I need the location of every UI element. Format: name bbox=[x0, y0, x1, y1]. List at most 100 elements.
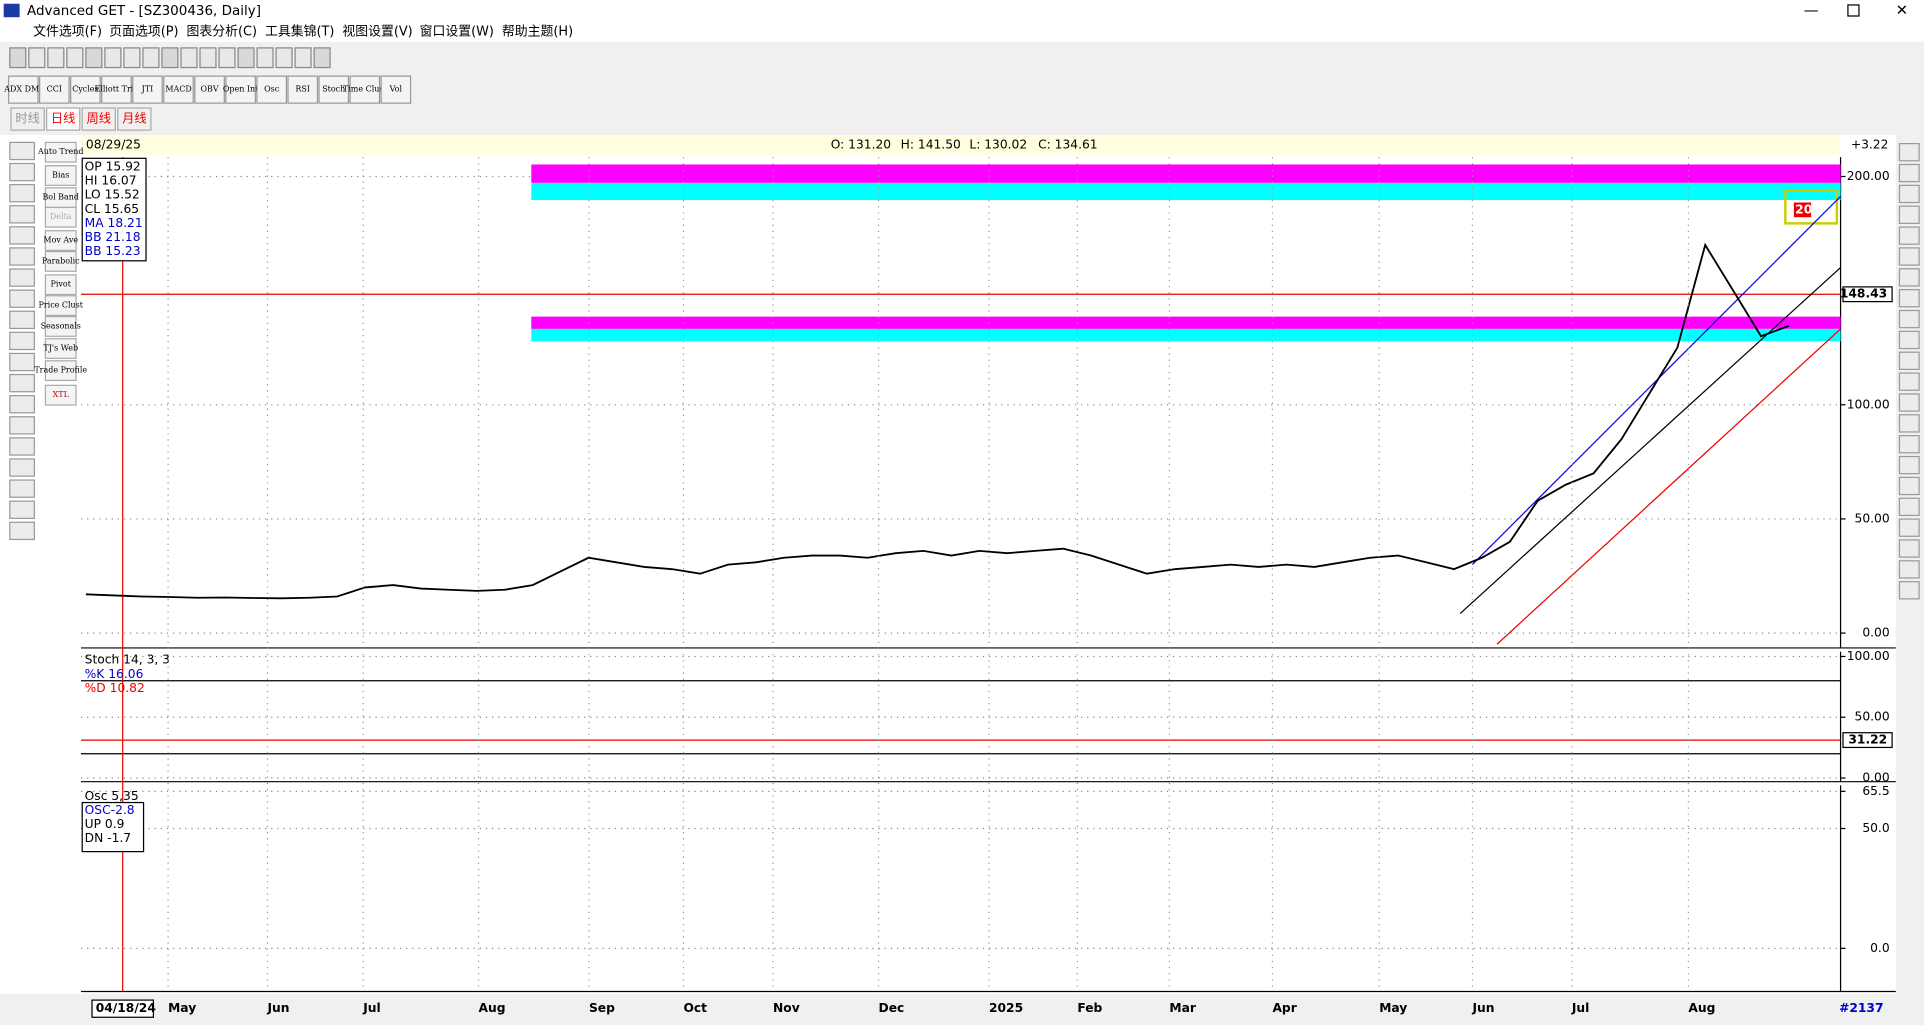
indicator-button[interactable] bbox=[39, 75, 70, 104]
right-tool-icon[interactable] bbox=[1898, 309, 1920, 329]
toolbar-icon[interactable] bbox=[47, 47, 65, 69]
timeframe-button[interactable] bbox=[10, 107, 45, 131]
tool-icon[interactable] bbox=[9, 458, 35, 477]
right-tool-icon[interactable] bbox=[1898, 163, 1920, 183]
tool-icon[interactable] bbox=[9, 141, 35, 161]
indicator-button[interactable] bbox=[256, 75, 288, 104]
tool-icon[interactable] bbox=[9, 479, 35, 498]
maximize[interactable] bbox=[1847, 4, 1860, 17]
study-button[interactable] bbox=[44, 165, 77, 186]
toolbar-icon[interactable] bbox=[142, 47, 160, 69]
indicator-button[interactable] bbox=[194, 75, 225, 104]
indicator-label: ADX DMI bbox=[3, 85, 42, 94]
study-button[interactable] bbox=[44, 250, 77, 272]
toolbar-icon[interactable] bbox=[313, 47, 331, 69]
right-tool-icon[interactable] bbox=[1898, 560, 1920, 579]
indicator-button[interactable] bbox=[70, 75, 101, 104]
timeframe-button[interactable] bbox=[81, 107, 116, 131]
close[interactable]: ✕ bbox=[1896, 2, 1908, 19]
indicator-button[interactable] bbox=[349, 75, 381, 104]
timeframe-button[interactable] bbox=[117, 107, 152, 131]
toolbar-icon[interactable] bbox=[28, 47, 46, 69]
menu-item[interactable]: 帮助主题(H) bbox=[502, 24, 573, 39]
right-tool-icon[interactable] bbox=[1898, 455, 1920, 475]
study-button[interactable] bbox=[44, 316, 77, 337]
toolbar-icon[interactable] bbox=[66, 47, 84, 69]
right-tool-icon[interactable] bbox=[1898, 268, 1920, 287]
right-tool-icon[interactable] bbox=[1898, 351, 1920, 371]
month-label: May bbox=[1379, 1001, 1407, 1015]
indicator-button[interactable] bbox=[163, 75, 194, 104]
study-button[interactable] bbox=[44, 384, 77, 406]
toolbar-icon[interactable] bbox=[104, 47, 122, 69]
toolbar-icon[interactable] bbox=[218, 47, 236, 69]
toolbar-icon[interactable] bbox=[294, 47, 312, 69]
toolbar-icon[interactable] bbox=[123, 47, 141, 69]
toolbar-icon[interactable] bbox=[161, 47, 179, 69]
right-tool-icon[interactable] bbox=[1898, 247, 1920, 266]
toolbar-icon[interactable] bbox=[275, 47, 293, 69]
right-tool-icon[interactable] bbox=[1898, 372, 1920, 391]
right-tool-icon[interactable] bbox=[1898, 497, 1920, 517]
tool-icon[interactable] bbox=[9, 373, 35, 393]
right-tool-icon[interactable] bbox=[1898, 435, 1920, 454]
tool-icon[interactable] bbox=[9, 521, 35, 541]
toolbar-icon[interactable] bbox=[237, 47, 255, 69]
study-button[interactable] bbox=[44, 274, 77, 296]
tool-icon[interactable] bbox=[9, 289, 35, 308]
right-tool-icon[interactable] bbox=[1898, 539, 1920, 558]
minimize[interactable]: — bbox=[1804, 2, 1819, 19]
indicator-button[interactable] bbox=[287, 75, 319, 104]
right-tool-icon[interactable] bbox=[1898, 226, 1920, 245]
toolbar-icon[interactable] bbox=[9, 47, 27, 69]
study-button[interactable] bbox=[44, 141, 77, 163]
right-tool-icon[interactable] bbox=[1898, 414, 1920, 433]
toolbar-icon[interactable] bbox=[256, 47, 274, 69]
indicator-button[interactable] bbox=[132, 75, 163, 104]
timeframe-button[interactable] bbox=[46, 107, 81, 131]
tool-icon[interactable] bbox=[9, 310, 35, 330]
tool-icon[interactable] bbox=[9, 226, 35, 245]
right-tool-icon[interactable] bbox=[1898, 184, 1920, 204]
indicator-button[interactable] bbox=[225, 75, 256, 104]
level-box bbox=[1842, 286, 1893, 303]
tool-icon[interactable] bbox=[9, 205, 35, 224]
right-tool-icon[interactable] bbox=[1898, 289, 1920, 308]
tool-icon[interactable] bbox=[9, 331, 35, 351]
tool-icon[interactable] bbox=[9, 268, 35, 287]
indicator-button[interactable] bbox=[380, 75, 412, 104]
tool-icon[interactable] bbox=[9, 183, 35, 203]
study-button[interactable] bbox=[44, 295, 77, 317]
right-tool-icon[interactable] bbox=[1898, 393, 1920, 412]
menu-item[interactable]: 窗口设置(W) bbox=[420, 23, 494, 39]
right-tool-icon[interactable] bbox=[1898, 476, 1920, 496]
menu-item[interactable]: 页面选项(P) bbox=[109, 24, 178, 39]
menu-item[interactable]: 文件选项(F) bbox=[33, 24, 102, 39]
indicator-button[interactable] bbox=[7, 75, 39, 104]
study-button[interactable] bbox=[44, 360, 77, 382]
tool-icon[interactable] bbox=[9, 247, 35, 266]
indicator-button[interactable] bbox=[318, 75, 350, 104]
study-button[interactable] bbox=[44, 338, 77, 359]
tool-icon[interactable] bbox=[9, 352, 35, 372]
toolbar-icon[interactable] bbox=[199, 47, 217, 69]
tool-icon[interactable] bbox=[9, 416, 35, 435]
right-tool-icon[interactable] bbox=[1898, 143, 1920, 162]
right-tool-icon[interactable] bbox=[1898, 518, 1920, 537]
tool-icon[interactable] bbox=[9, 395, 35, 414]
tool-icon[interactable] bbox=[9, 437, 35, 456]
toolbar-icon[interactable] bbox=[180, 47, 198, 69]
tool-icon[interactable] bbox=[9, 162, 35, 182]
menu-item[interactable]: 视图设置(V) bbox=[342, 24, 412, 39]
tool-icon[interactable] bbox=[9, 500, 35, 519]
right-tool-icon[interactable] bbox=[1898, 581, 1920, 600]
month-label: Aug bbox=[479, 1001, 506, 1015]
study-button[interactable] bbox=[44, 230, 77, 251]
toolbar-icon[interactable] bbox=[85, 47, 103, 69]
right-tool-icon[interactable] bbox=[1898, 205, 1920, 224]
menu-item[interactable]: 工具集锦(T) bbox=[265, 23, 334, 39]
menu-item[interactable]: 图表分析(C) bbox=[187, 24, 258, 39]
right-tool-icon[interactable] bbox=[1898, 330, 1920, 350]
indicator-button[interactable] bbox=[101, 75, 132, 104]
study-button[interactable] bbox=[44, 206, 77, 228]
